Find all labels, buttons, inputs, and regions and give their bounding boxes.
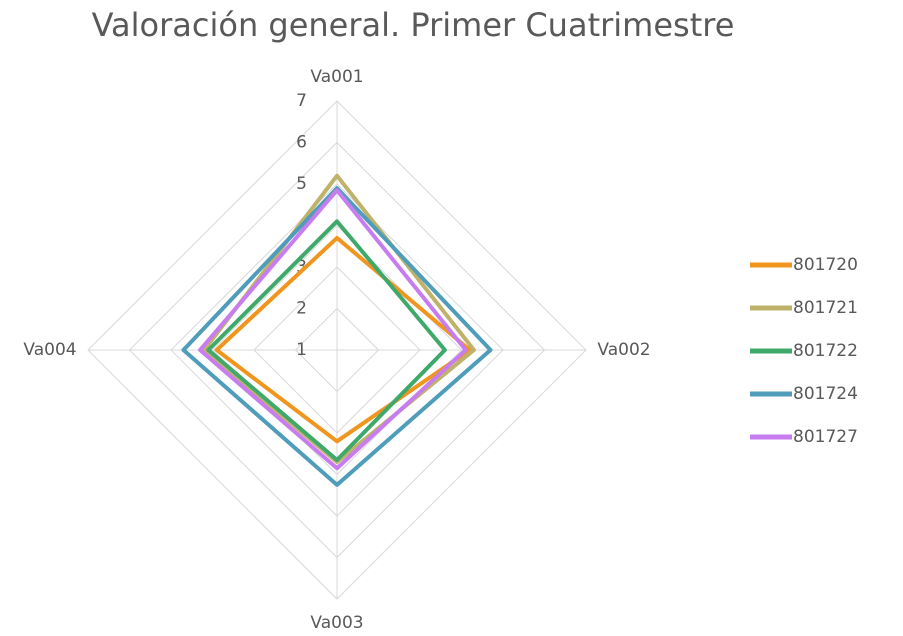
series-line: [206, 219, 447, 462]
chart-title: Valoración general. Primer Cuatrimestre: [92, 6, 735, 44]
legend-label: 801727: [793, 427, 858, 447]
r-tick-label: 3: [296, 257, 307, 277]
legend-label: 801721: [793, 298, 858, 318]
series-line: [198, 188, 468, 471]
r-tick-label: 6: [296, 133, 307, 153]
legend-label: 801722: [793, 341, 858, 361]
r-tick-label: 5: [296, 174, 307, 194]
r-tick-label: 1: [296, 340, 307, 360]
axis-label: Va002: [597, 340, 650, 360]
series-line: [181, 186, 493, 487]
axis-label: Va001: [310, 67, 363, 87]
series-line: [214, 235, 472, 444]
legend-label: 801724: [793, 384, 858, 404]
axis-label: Va003: [310, 613, 363, 633]
r-tick-label: 2: [296, 299, 307, 319]
r-tick-label: 7: [296, 91, 307, 111]
legend-label: 801720: [793, 255, 858, 275]
axis-label: Va004: [23, 340, 76, 360]
